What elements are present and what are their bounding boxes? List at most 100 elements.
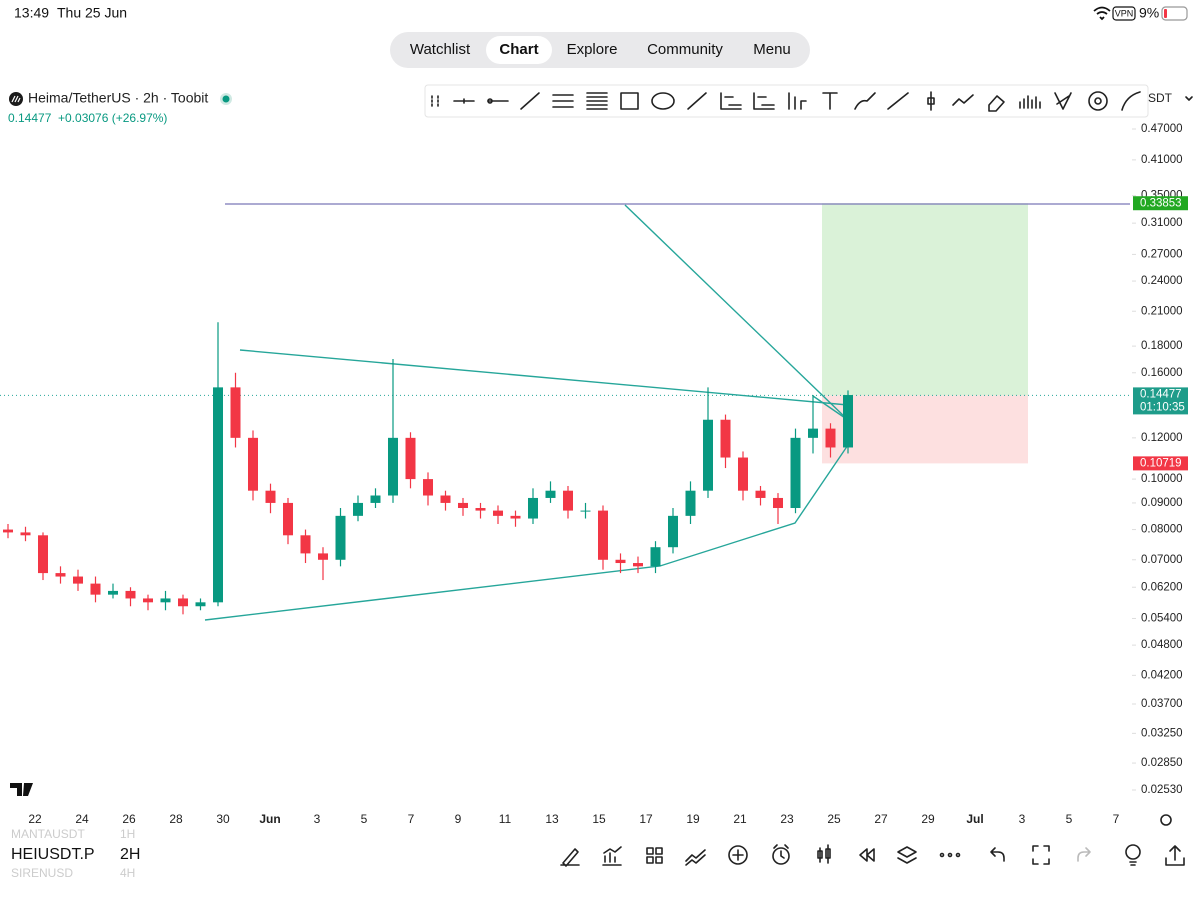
x-tick-label: 22 — [28, 812, 42, 826]
trend-line[interactable] — [239, 349, 849, 406]
time-axis: 22 24 26 28 30 Jun 3 5 7 9 11 13 15 17 19 21 23 25 27 29 Jul… — [28, 812, 1119, 826]
symbol-price: 0.14477 — [8, 111, 52, 125]
ideas-button[interactable] — [1125, 844, 1141, 860]
add-button[interactable] — [728, 845, 748, 865]
axis-settings[interactable] — [1160, 814, 1172, 826]
candle-body — [125, 590, 136, 599]
prev-symbol[interactable]: MANTAUSDT — [11, 827, 85, 841]
tool[interactable] — [854, 92, 876, 110]
trend-line[interactable] — [624, 204, 849, 421]
tool[interactable] — [687, 92, 707, 110]
y-tick-label: 0.18000 — [1141, 340, 1183, 352]
tool[interactable] — [586, 92, 608, 110]
tool[interactable] — [988, 95, 1005, 112]
candle-body — [283, 502, 293, 536]
tool[interactable] — [753, 92, 775, 110]
undo-button[interactable] — [990, 847, 1005, 862]
y-tick-label: 0.04200 — [1141, 669, 1183, 681]
tool-dot — [1094, 97, 1102, 105]
tool[interactable] — [1088, 91, 1108, 111]
nav-tab[interactable]: Explore — [567, 41, 618, 58]
tool[interactable] — [822, 92, 838, 110]
symbol-name[interactable]: Heima/TetherUS · 2h · Toobit — [28, 90, 208, 106]
candle-body — [160, 598, 171, 603]
trend-line[interactable] — [204, 444, 849, 621]
candle-body — [808, 428, 818, 438]
draw-button[interactable] — [560, 848, 580, 867]
nav-tab-active — [486, 36, 552, 64]
indicators-button[interactable] — [602, 846, 622, 866]
candle-body — [720, 419, 731, 458]
layout-button[interactable] — [646, 847, 654, 855]
x-tick-label: 13 — [545, 812, 559, 826]
prev-interval[interactable]: 1H — [120, 827, 135, 841]
x-tick-label: 26 — [122, 812, 136, 826]
status-date: Thu 25 Jun — [57, 5, 127, 21]
y-tick-label: 0.07000 — [1141, 554, 1183, 566]
tool[interactable] — [927, 91, 935, 111]
tool[interactable] — [552, 94, 574, 108]
drawings — [204, 203, 1130, 621]
tool[interactable] — [720, 92, 742, 110]
candles — [3, 322, 853, 615]
toolbar-grip — [431, 95, 439, 107]
x-tick-label: 17 — [639, 812, 653, 826]
current-interval[interactable]: 2H — [120, 846, 140, 863]
tool[interactable] — [1121, 91, 1141, 111]
y-tick-label: 0.21000 — [1141, 305, 1183, 317]
redo-button[interactable] — [1077, 847, 1091, 862]
x-tick-label: Jul — [966, 812, 983, 826]
candle-body — [423, 479, 433, 496]
nav-tab[interactable]: Community — [647, 41, 723, 58]
x-tick-label: 3 — [1019, 812, 1026, 826]
trend-line[interactable] — [812, 395, 849, 421]
candle-body — [843, 395, 853, 448]
chart-type-button[interactable] — [817, 844, 831, 864]
tool[interactable] — [887, 92, 909, 110]
tool[interactable] — [1019, 95, 1041, 109]
drawing-toolbar — [424, 84, 1149, 118]
y-tick-label: 0.24000 — [1141, 275, 1183, 287]
fullscreen-button[interactable] — [1032, 845, 1050, 865]
tool[interactable] — [620, 92, 639, 110]
layers-button[interactable] — [897, 846, 917, 864]
candle-body — [668, 515, 678, 548]
share-button[interactable] — [1165, 845, 1185, 866]
x-tick-label: 25 — [827, 812, 841, 826]
tool[interactable] — [453, 98, 475, 104]
more-button[interactable] — [939, 852, 945, 858]
vpn-badge — [1112, 6, 1136, 21]
tool[interactable] — [952, 94, 974, 106]
candle-body — [55, 573, 66, 577]
bottom-toolbar — [560, 844, 1185, 867]
y-tick-label: 0.05400 — [1141, 613, 1183, 625]
candle-body — [528, 497, 538, 519]
y-tick-label: 0.10000 — [1141, 473, 1183, 485]
nav-tab[interactable]: Menu — [753, 41, 791, 58]
replay-button[interactable] — [859, 848, 875, 862]
y-tick-label: 0.12000 — [1141, 432, 1183, 444]
candle-body — [738, 457, 748, 491]
tool[interactable] — [788, 92, 807, 110]
x-tick-label: 23 — [780, 812, 794, 826]
nav-tab[interactable]: Chart — [499, 41, 538, 58]
tool[interactable] — [651, 92, 675, 110]
position-target-zone[interactable] — [822, 203, 1028, 396]
tool[interactable] — [520, 92, 540, 110]
y-tick-label: 0.47000 — [1141, 123, 1183, 135]
tool[interactable] — [1054, 92, 1072, 110]
candle-body — [493, 510, 503, 516]
x-tick-label: 30 — [216, 812, 230, 826]
quote-selector[interactable]: SDT — [1148, 91, 1173, 105]
position-stop-zone[interactable] — [822, 395, 1028, 464]
compare-button[interactable] — [685, 849, 706, 866]
alert-button[interactable] — [772, 847, 790, 865]
current-symbol[interactable]: HEIUSDT.P — [11, 846, 95, 863]
next-symbol[interactable]: SIRENUSD — [11, 866, 73, 880]
x-tick-label: 15 — [592, 812, 606, 826]
battery-icon — [1161, 6, 1188, 21]
nav-tab[interactable]: Watchlist — [410, 41, 471, 58]
next-interval[interactable]: 4H — [120, 866, 135, 880]
candle-body — [248, 437, 258, 491]
